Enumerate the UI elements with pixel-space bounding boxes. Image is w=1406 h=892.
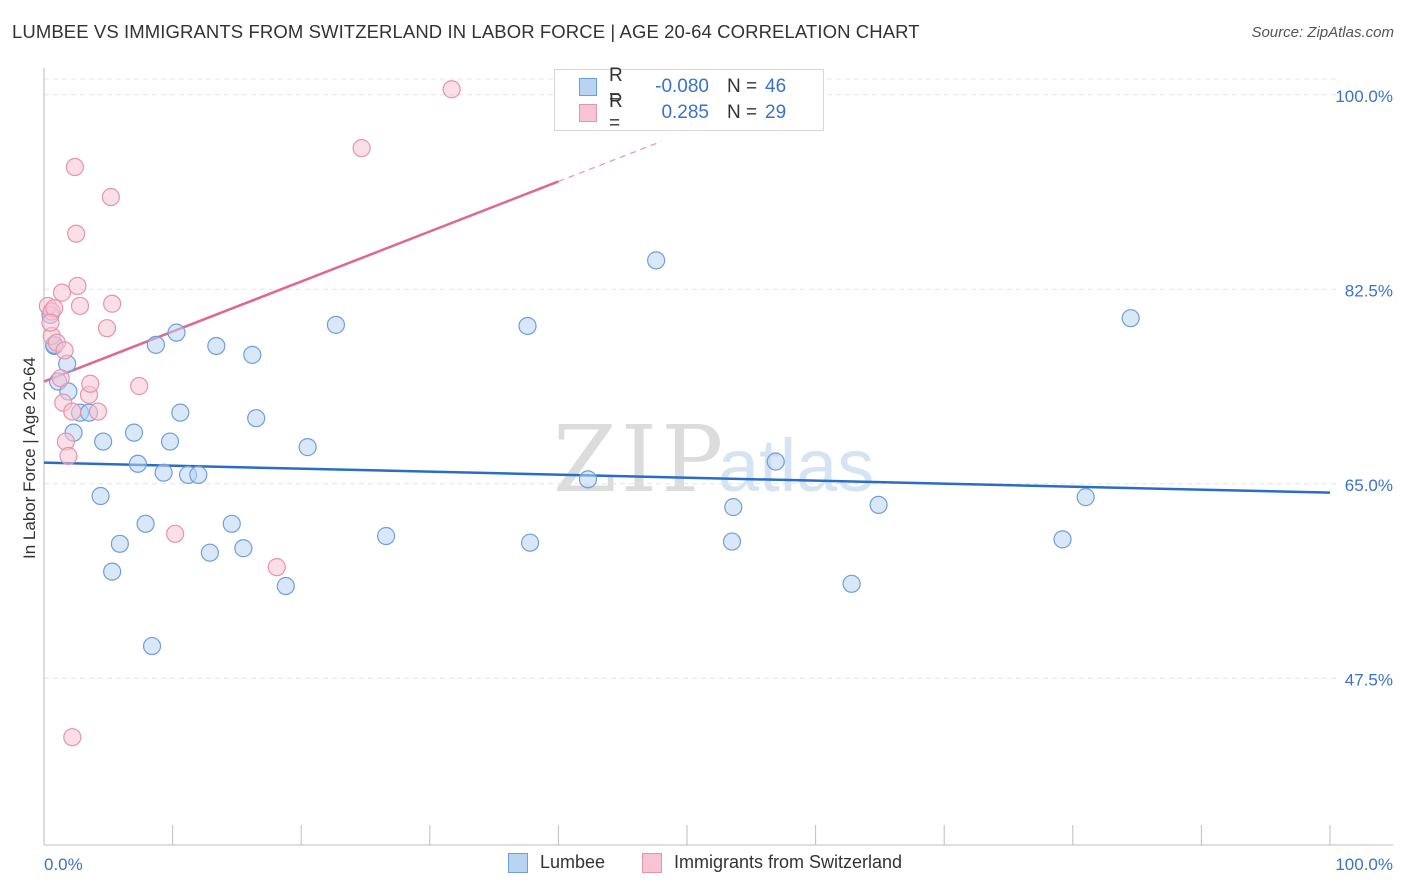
lumbee-legend-swatch [508,852,528,873]
lumbee-point [276,576,295,596]
lumbee-point [298,438,317,457]
trend-lines [43,140,1331,494]
lumbee-point [724,498,743,517]
lumbee-point [326,315,346,334]
y-tick-label: 82.5% [1345,281,1393,300]
swiss-legend-label: Immigrants from Switzerland [674,852,903,872]
lumbee-point [171,403,190,422]
r-label: R = [609,91,623,134]
lumbee-point [91,486,110,506]
lumbee-point [103,562,122,581]
watermark-zip: ZIP [553,406,727,513]
lumbee-point [722,532,742,551]
swiss-swatch [579,104,597,122]
lumbee-r-value: -0.080 [655,76,709,97]
swiss-point [130,376,149,396]
y-tick-label: 47.5% [1345,670,1393,689]
lumbee-point [222,514,241,533]
lumbee-point [207,336,226,356]
x-tick-label-min: 0.0% [44,855,83,874]
lumbee-point [842,574,861,593]
swiss-n-value: 29 [765,102,787,123]
series-legend-lumbee[interactable]: Lumbee [508,852,605,873]
swiss-point [442,80,461,99]
lumbee-point [94,432,113,451]
swiss-point [81,374,100,393]
swiss-point [70,296,90,316]
lumbee-point [521,533,540,552]
swiss-point [52,283,72,302]
r-label: R = [609,65,623,108]
lumbee-point [869,495,888,515]
swiss-trend-extension [558,140,662,183]
lumbee-point [167,323,186,342]
lumbee-point [243,345,262,364]
swiss-point [51,369,70,388]
swiss-point [68,276,87,296]
swiss-point [63,402,82,421]
swiss-point [267,558,286,577]
lumbee-point [1076,488,1095,507]
tick-labels: 47.5% 65.0% 82.5% 100.0% 0.0% 100.0% [44,87,1393,874]
swiss-point [352,139,371,158]
chart-title: LUMBEE VS IMMIGRANTS FROM SWITZERLAND IN… [12,21,920,42]
correlation-legend: R = -0.080 N = 46 R = 0.285 N = 29 [554,65,824,134]
lumbee-legend-label: Lumbee [540,852,606,872]
lumbee-point [128,454,147,473]
n-label: N = [727,76,758,97]
lumbee-point [376,526,396,546]
swiss-point [55,341,74,360]
lumbee-swatch [579,78,597,96]
lumbee-trend-line [43,461,1331,494]
swiss-point [65,157,84,177]
lumbee-point [154,463,173,482]
lumbee-point [518,316,537,336]
swiss-point [63,728,82,747]
y-tick-label: 65.0% [1345,476,1393,495]
lumbee-n-value: 46 [765,76,787,97]
series-legend-swiss[interactable]: Immigrants from Switzerland [642,852,902,873]
swiss-point [41,313,60,332]
swiss-point [101,187,120,207]
legend-row-lumbee: R = -0.080 N = 46 [579,65,787,108]
swiss-point [67,224,86,243]
watermark-atlas: atlas [718,424,874,507]
y-tick-label: 100.0% [1335,87,1393,106]
lumbee-point [200,543,219,562]
lumbee-point [124,423,144,442]
lumbee-point [142,636,162,656]
y-axis-title: In Labor Force | Age 20-64 [20,357,39,559]
lumbee-point [578,470,598,489]
n-label: N = [727,102,758,123]
lumbee-point [189,465,208,484]
swiss-r-value: 0.285 [661,102,709,123]
legend-row-swiss: R = 0.285 N = 29 [579,91,787,134]
axes [43,68,1393,846]
swiss-legend-swatch [642,852,662,873]
lumbee-point [1121,309,1140,328]
swiss-point [88,402,108,421]
swiss-point [97,319,117,338]
swiss-point [59,446,78,466]
lumbee-point [160,432,180,451]
source-label: Source: ZipAtlas.com [1251,24,1394,41]
lumbee-point [234,539,253,558]
lumbee-point [136,514,155,533]
gridlines [44,78,1336,679]
scatter-points [38,80,1140,747]
lumbee-point [1053,530,1072,549]
lumbee-point [146,335,165,354]
swiss-trend-line [43,180,559,383]
swiss-point [166,524,185,543]
watermark: ZIP atlas [553,406,874,513]
series-legend: Lumbee Immigrants from Switzerland [0,852,1406,876]
swiss-point [103,294,122,313]
x-tick-label-max: 100.0% [1335,855,1393,874]
lumbee-point [247,409,266,428]
lumbee-point [110,534,129,553]
lumbee-point [647,251,666,270]
lumbee-point [766,452,785,471]
